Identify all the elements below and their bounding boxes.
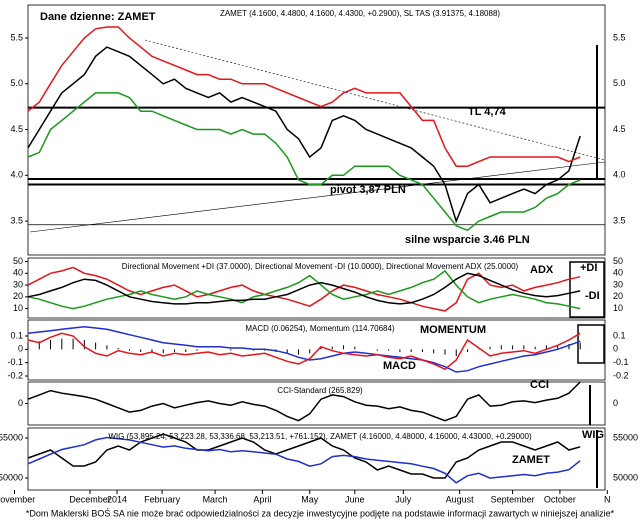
panel-frame bbox=[27, 257, 606, 319]
y-tick-label-right: -0.2 bbox=[613, 370, 629, 380]
y-tick-label-right: 20 bbox=[613, 291, 623, 301]
y-tick-label-right: 5.5 bbox=[613, 32, 626, 42]
y-tick-label: 10 bbox=[13, 303, 23, 313]
y-tick-label-right: 4.0 bbox=[613, 170, 626, 180]
series-line bbox=[27, 332, 581, 371]
y-tick-label-right: 40 bbox=[613, 268, 623, 278]
y-tick-label-right: 0 bbox=[613, 344, 618, 354]
series-line bbox=[27, 272, 581, 305]
footer: *Dom Maklerski BOŚ SA nie może brać odpo… bbox=[26, 507, 615, 518]
x-tick-label: April bbox=[253, 494, 271, 504]
annotation: silne wsparcie 3.46 PLN bbox=[405, 234, 530, 246]
annotation: WIG bbox=[582, 429, 604, 441]
y-tick-label: 30 bbox=[13, 279, 23, 289]
series-line bbox=[27, 26, 581, 167]
x-tick-label: 2014 bbox=[107, 494, 127, 504]
y-tick-label: 0 bbox=[18, 344, 23, 354]
x-tick-label: July bbox=[395, 494, 412, 504]
y-tick-label-right: 50000 bbox=[613, 472, 638, 482]
y-tick-label: 5.5 bbox=[10, 32, 23, 42]
signal-box bbox=[577, 324, 605, 364]
y-tick-label: 0 bbox=[18, 398, 23, 408]
y-tick-label: 40 bbox=[13, 268, 23, 278]
series-line bbox=[27, 92, 581, 232]
panel-header: MACD (0.06254), Momentum (114.70684) bbox=[245, 324, 395, 333]
signal-box bbox=[569, 261, 605, 318]
panel-header: ZAMET (4.1600, 4.4800, 4.1600, 4.4300, +… bbox=[220, 9, 500, 18]
annotation: +DI bbox=[580, 262, 597, 274]
y-tick-label-right: -0.1 bbox=[613, 357, 629, 367]
y-tick-label-right: 3.5 bbox=[613, 215, 626, 225]
trend-line bbox=[29, 161, 606, 233]
x-tick-label: August bbox=[446, 494, 475, 504]
y-tick-label-right: 30 bbox=[613, 279, 623, 289]
annotation: CCI bbox=[530, 379, 549, 391]
annotation: -DI bbox=[585, 290, 600, 302]
y-tick-label: 4.0 bbox=[10, 170, 23, 180]
x-tick-label: September bbox=[491, 494, 535, 504]
x-tick-label: N bbox=[604, 494, 611, 504]
panel-frame bbox=[27, 319, 606, 381]
annotation: TL 4,74 bbox=[468, 106, 507, 118]
annotation: MACD bbox=[383, 360, 416, 372]
panel-header: CCI-Standard (265.829) bbox=[277, 386, 363, 395]
trend-line bbox=[144, 39, 606, 161]
x-tick-label: March bbox=[203, 494, 228, 504]
y-tick-label: 55000 bbox=[0, 432, 23, 442]
y-tick-label: 50 bbox=[13, 256, 23, 266]
y-tick-label-right: 55000 bbox=[613, 432, 638, 442]
series-line bbox=[27, 269, 581, 310]
x-tick-label: December bbox=[69, 494, 111, 504]
panel-frame bbox=[27, 427, 606, 491]
panel-header: WIG (53,895.24, 53,223.28, 53,336.68, 53… bbox=[108, 432, 532, 441]
panel-header: Directional Movement +DI (37.0000), Dire… bbox=[122, 262, 519, 271]
y-tick-label-right: 0.1 bbox=[613, 330, 626, 340]
annotation: MOMENTUM bbox=[420, 324, 486, 336]
x-tick-label: November bbox=[0, 494, 35, 504]
y-tick-label: 0.1 bbox=[10, 330, 23, 340]
y-tick-label-right: 10 bbox=[613, 303, 623, 313]
y-tick-label: 5.0 bbox=[10, 78, 23, 88]
y-tick-label-right: 50 bbox=[613, 256, 623, 266]
series-line bbox=[27, 433, 581, 479]
x-tick-label: October bbox=[544, 494, 576, 504]
y-tick-label-right: 4.5 bbox=[613, 124, 626, 134]
y-tick-label-right: 0 bbox=[613, 398, 618, 408]
panel-frame bbox=[27, 4, 606, 256]
annotation: ADX bbox=[530, 264, 554, 276]
annotation: ZAMET bbox=[512, 454, 550, 466]
y-tick-label: 20 bbox=[13, 291, 23, 301]
y-tick-label: 3.5 bbox=[10, 215, 23, 225]
series-line bbox=[27, 266, 581, 312]
x-tick-label: February bbox=[144, 494, 181, 504]
panel-subtitle: Dane dzienne: ZAMET bbox=[40, 11, 156, 23]
y-tick-label: 50000 bbox=[0, 472, 23, 482]
y-tick-label: 4.5 bbox=[10, 124, 23, 134]
series-line bbox=[27, 381, 581, 422]
x-tick-label: May bbox=[301, 494, 319, 504]
x-tick-label: June bbox=[345, 494, 365, 504]
annotation: pivot 3,87 PLN bbox=[330, 184, 406, 196]
y-tick-label: -0.1 bbox=[7, 357, 23, 367]
series-line bbox=[27, 436, 581, 484]
y-tick-label-right: 5.0 bbox=[613, 78, 626, 88]
series-line bbox=[27, 46, 581, 224]
y-tick-label: -0.2 bbox=[7, 370, 23, 380]
series-line bbox=[27, 325, 581, 373]
